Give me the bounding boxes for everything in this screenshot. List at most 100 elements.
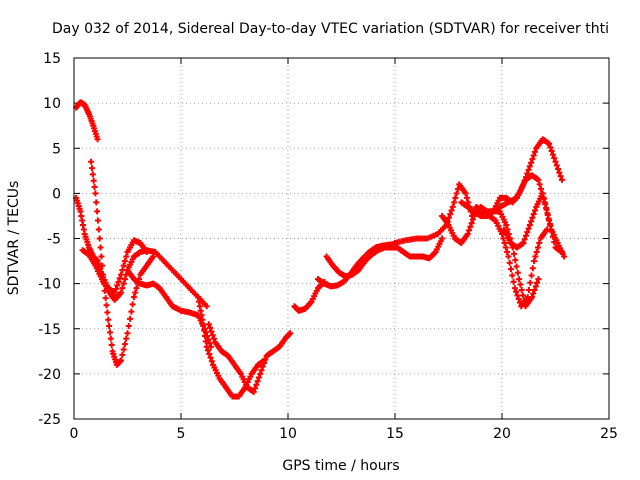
data-point-trace [206, 340, 213, 347]
x-tick-label: 20 [493, 426, 511, 442]
series-7 [205, 321, 294, 395]
data-point-trace [547, 222, 554, 229]
data-point-trace [522, 174, 529, 181]
data-point [118, 271, 125, 278]
data-point-trace [531, 207, 538, 214]
data-point-trace [121, 276, 128, 283]
data-point [543, 226, 550, 233]
data-point-trace [116, 275, 123, 282]
data-point-trace [93, 199, 100, 206]
data-point [558, 176, 565, 183]
x-tick-label: 0 [70, 426, 79, 442]
series-10 [323, 235, 446, 280]
data-point-trace [509, 272, 516, 279]
data-point [287, 330, 294, 337]
data-point [205, 321, 212, 328]
data-point-trace [530, 211, 537, 218]
data-point-trace [513, 263, 520, 270]
data-point [552, 158, 559, 165]
data-point-trace [525, 286, 532, 293]
data-point-trace [89, 171, 96, 178]
data-point-trace [544, 212, 551, 219]
data-point-trace [115, 278, 122, 285]
data-point-trace [261, 360, 268, 367]
data-point [531, 258, 538, 265]
data-point [535, 276, 542, 283]
data-point-trace [133, 285, 140, 292]
data-point [118, 289, 125, 296]
series-16 [501, 190, 565, 256]
data-point-trace [258, 367, 265, 374]
data-point-trace [504, 249, 511, 256]
data-point-trace [255, 374, 262, 381]
data-point-trace [206, 351, 213, 358]
data-point-trace [106, 323, 113, 330]
data-point-trace [528, 218, 535, 225]
series-1 [73, 99, 101, 143]
grid [74, 58, 609, 419]
data-point-trace [549, 233, 556, 240]
y-tick-label: 5 [52, 141, 61, 157]
data-point-trace [468, 220, 475, 227]
data-point-trace [210, 335, 217, 342]
data-point [526, 163, 533, 170]
series-11 [392, 181, 476, 247]
data-point-trace [551, 239, 558, 246]
data-point-trace [445, 214, 452, 221]
data-point [257, 370, 264, 377]
data-point-trace [120, 280, 127, 287]
data-point-trace [531, 286, 538, 293]
data-point [503, 221, 510, 228]
data-point-trace [528, 159, 535, 166]
data-point-trace [262, 356, 269, 363]
data-point-trace [208, 358, 215, 365]
data-point-trace [556, 169, 563, 176]
data-point-trace [120, 346, 127, 353]
data-point-trace [510, 278, 517, 285]
data-point-trace [98, 253, 105, 260]
data-point-trace [132, 289, 139, 296]
series-14 [473, 203, 550, 310]
data-point-trace [532, 253, 539, 260]
data-point [520, 240, 527, 247]
data-point-trace [208, 328, 215, 335]
data-point-trace [209, 332, 216, 339]
data-point [88, 158, 95, 165]
x-tick-label: 25 [600, 426, 618, 442]
data-point-trace [512, 257, 519, 264]
data-point-trace [127, 315, 134, 322]
data-point [539, 190, 546, 197]
data-point-trace [119, 267, 126, 274]
data-point-trace [513, 288, 520, 295]
data-point-trace [119, 351, 126, 358]
data-point-trace [104, 309, 111, 316]
data-point [94, 136, 101, 143]
data-points [73, 99, 568, 400]
data-point-trace [201, 332, 208, 339]
data-point-trace [451, 199, 458, 206]
data-point [561, 253, 568, 260]
data-point [203, 343, 210, 350]
data-point-trace [448, 207, 455, 214]
data-point-trace [533, 249, 540, 256]
data-point-trace [522, 232, 529, 239]
data-point-trace [129, 301, 136, 308]
data-point [199, 316, 206, 323]
series-5 [124, 267, 214, 350]
data-point-trace [540, 195, 547, 202]
data-point-trace [531, 148, 538, 155]
data-point-trace [121, 341, 128, 348]
data-point-trace [207, 354, 214, 361]
data-point-trace [519, 292, 526, 299]
data-point-trace [112, 286, 119, 293]
data-point-trace [529, 265, 536, 272]
data-point-trace [463, 194, 470, 201]
data-point-trace [466, 227, 473, 234]
data-point-trace [88, 165, 95, 172]
y-tick-label: 0 [52, 186, 61, 202]
data-point-trace [517, 281, 524, 288]
data-point-trace [536, 240, 543, 247]
data-point-trace [501, 240, 508, 247]
data-point-trace [529, 156, 536, 163]
data-point-trace [91, 184, 98, 191]
